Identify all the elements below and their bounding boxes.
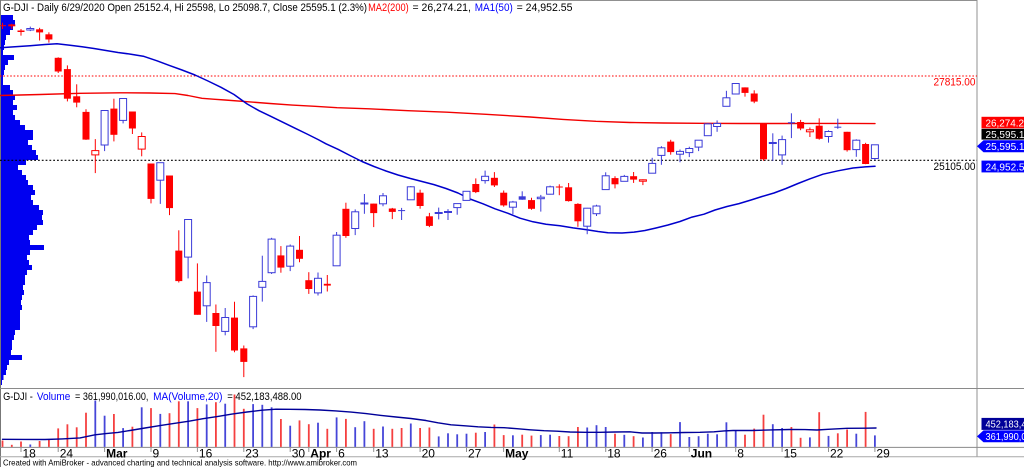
svg-text:23: 23 xyxy=(245,447,259,461)
svg-text:13: 13 xyxy=(375,447,389,461)
svg-text:26: 26 xyxy=(654,447,668,461)
svg-text:25105.00: 25105.00 xyxy=(934,161,976,173)
svg-text:361,990,0: 361,990,0 xyxy=(986,431,1024,443)
svg-text:MA2(200): MA2(200) xyxy=(368,2,409,14)
svg-text:8: 8 xyxy=(737,447,744,461)
svg-text:30: 30 xyxy=(292,447,306,461)
svg-text:22: 22 xyxy=(830,447,844,461)
svg-text:= 452,183,488.00: = 452,183,488.00 xyxy=(227,391,301,403)
svg-text:20: 20 xyxy=(422,447,436,461)
svg-text:18: 18 xyxy=(23,447,37,461)
svg-text:May: May xyxy=(505,447,529,461)
svg-text:= 361,990,016.00,: = 361,990,016.00, xyxy=(75,391,148,403)
svg-text:= 24,952.55: = 24,952.55 xyxy=(517,2,573,14)
svg-text:MA(Volume,20): MA(Volume,20) xyxy=(153,391,222,403)
svg-text:6: 6 xyxy=(338,447,345,461)
svg-text:Created with AmiBroker - advan: Created with AmiBroker - advanced charti… xyxy=(3,457,357,467)
svg-text:16: 16 xyxy=(199,447,213,461)
svg-text:= 26,274.21,: = 26,274.21, xyxy=(413,2,471,14)
svg-text:25,595.1: 25,595.1 xyxy=(986,141,1024,153)
svg-text:Jun: Jun xyxy=(691,447,712,461)
svg-text:18: 18 xyxy=(607,447,621,461)
svg-text:9: 9 xyxy=(153,447,160,461)
svg-text:24: 24 xyxy=(60,447,74,461)
svg-text:Mar: Mar xyxy=(106,447,128,461)
svg-text:G-DJI - Daily 6/29/2020 Open 2: G-DJI - Daily 6/29/2020 Open 25152.4, Hi… xyxy=(3,2,367,14)
svg-text:27815.00: 27815.00 xyxy=(934,77,976,89)
svg-text:26,274.21: 26,274.21 xyxy=(986,117,1024,129)
svg-text:Volume: Volume xyxy=(37,391,70,403)
svg-text:G-DJI -: G-DJI - xyxy=(3,391,33,403)
svg-text:11: 11 xyxy=(561,447,574,461)
svg-text:15: 15 xyxy=(784,447,798,461)
svg-text:25,595.1: 25,595.1 xyxy=(986,129,1024,141)
svg-text:29: 29 xyxy=(876,447,890,461)
svg-text:24,952.5: 24,952.5 xyxy=(986,161,1024,173)
svg-text:MA1(50): MA1(50) xyxy=(475,2,513,14)
svg-text:27: 27 xyxy=(468,447,482,461)
svg-text:Apr: Apr xyxy=(310,447,331,461)
svg-text:452,183,4: 452,183,4 xyxy=(986,419,1024,431)
